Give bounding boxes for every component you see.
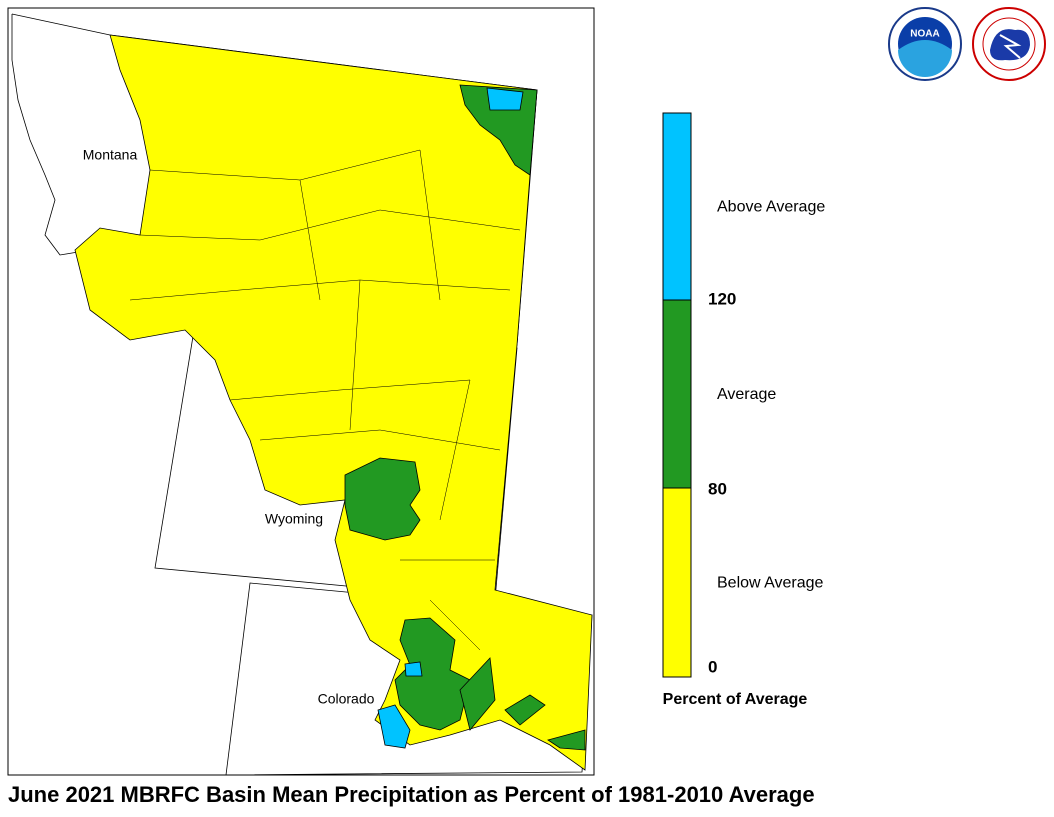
legend-label: Average	[717, 386, 776, 403]
state-label: Montana	[83, 147, 138, 163]
basin-lines	[129, 149, 521, 651]
nws-logo	[972, 7, 1046, 81]
legend-title: Percent of Average	[663, 691, 808, 708]
legend-label: Above Average	[717, 199, 825, 216]
legend-band	[662, 299, 692, 489]
map-title: June 2021 MBRFC Basin Mean Precipitation…	[8, 782, 815, 807]
legend-band	[662, 112, 692, 301]
legend-tick-label: 120	[708, 289, 736, 308]
state-label: Wyoming	[265, 511, 323, 527]
legend-label: Below Average	[717, 575, 824, 592]
legend-band	[662, 487, 692, 678]
noaa-logo: NOAA	[888, 7, 962, 81]
legend-tick-label: 0	[708, 657, 717, 676]
noaa-text: NOAA	[910, 29, 939, 40]
basins	[74, 34, 593, 771]
legend-tick-label: 80	[708, 479, 727, 498]
state-label: Colorado	[318, 691, 375, 707]
legend: Below Average Average Above Average 0 80 120	[662, 112, 825, 678]
